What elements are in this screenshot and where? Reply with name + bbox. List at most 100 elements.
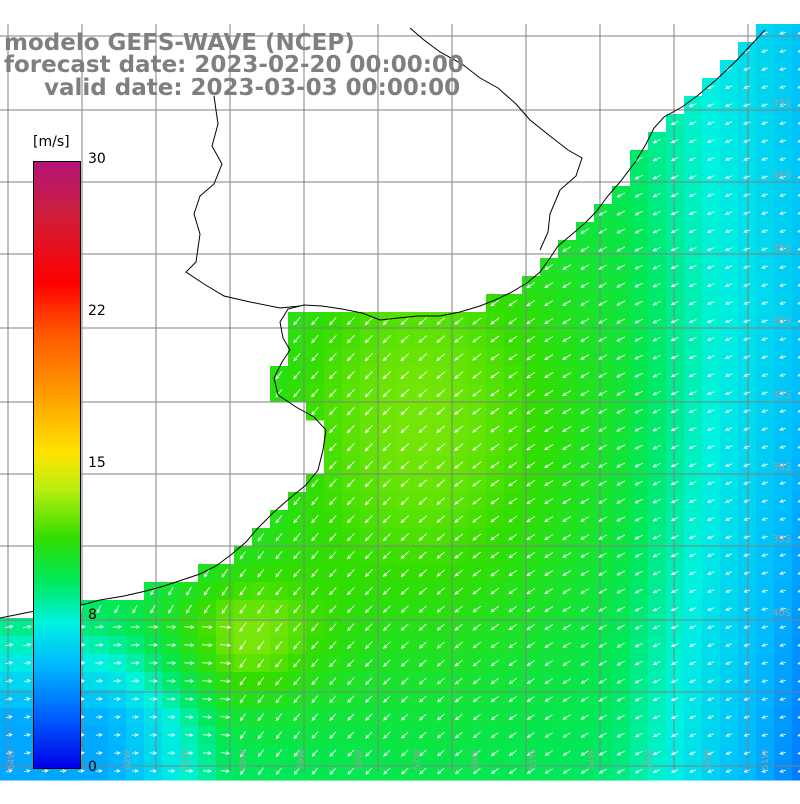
wind-arrow	[400, 659, 409, 667]
wind-arrow	[634, 552, 643, 558]
wind-arrow	[670, 193, 679, 198]
wind-speed-cell	[792, 726, 800, 745]
wind-arrow	[239, 694, 247, 704]
wind-arrow	[293, 497, 301, 506]
wind-arrow	[275, 713, 283, 722]
wind-arrow	[346, 353, 355, 362]
wind-speed-cell	[792, 168, 800, 187]
wind-arrow	[329, 317, 337, 326]
wind-arrow	[616, 426, 626, 432]
wind-arrow	[616, 318, 626, 324]
wind-arrow	[725, 571, 733, 575]
wind-arrow	[418, 605, 427, 613]
wind-arrow	[418, 659, 427, 667]
wind-arrow	[293, 622, 301, 632]
wind-arrow	[598, 480, 608, 486]
wind-arrow	[761, 535, 769, 539]
wind-arrow	[113, 715, 121, 719]
wind-arrow	[562, 552, 572, 558]
wind-arrow	[5, 733, 13, 737]
wind-arrow	[311, 406, 319, 416]
wind-arrow	[652, 661, 661, 666]
wind-arrow	[706, 211, 715, 215]
wind-arrow	[706, 121, 715, 125]
wind-arrow	[185, 733, 194, 737]
wind-arrow	[418, 641, 427, 649]
wind-arrow	[725, 535, 733, 539]
wind-arrow	[329, 767, 337, 775]
wind-arrow	[23, 751, 31, 755]
wind-arrow	[742, 139, 751, 143]
wind-arrow	[725, 661, 733, 665]
wind-arrow	[689, 751, 697, 755]
wind-arrow	[670, 391, 679, 396]
wind-arrow	[616, 300, 626, 306]
wind-arrow	[725, 751, 733, 755]
wind-arrow	[742, 85, 751, 89]
wind-arrow	[725, 697, 733, 701]
wind-arrow	[490, 443, 500, 451]
wind-arrow	[5, 661, 14, 665]
wind-arrow	[761, 751, 769, 755]
wind-speed-cell	[792, 366, 800, 385]
wind-arrow	[328, 353, 337, 362]
wind-arrow	[490, 533, 500, 541]
wind-arrow	[688, 211, 697, 215]
lat-label: 36S	[772, 316, 791, 327]
wind-arrow	[131, 769, 139, 773]
wind-arrow	[544, 678, 553, 684]
wind-arrow	[490, 569, 500, 577]
wind-arrow	[598, 750, 607, 756]
wind-arrow	[580, 732, 589, 738]
wind-arrow	[743, 643, 751, 647]
wind-arrow	[490, 371, 500, 379]
wind-arrow	[347, 677, 355, 686]
wind-arrow	[329, 749, 337, 757]
wind-arrow	[779, 265, 787, 269]
wind-arrow	[418, 353, 428, 361]
wind-arrow	[670, 463, 679, 468]
wind-arrow	[670, 625, 679, 629]
wind-arrow	[725, 643, 733, 647]
wind-arrow	[275, 604, 283, 614]
wind-arrow	[454, 533, 464, 541]
wind-arrow	[725, 625, 733, 629]
wind-arrow	[670, 499, 679, 504]
wind-arrow	[670, 481, 679, 486]
wind-arrow	[580, 300, 590, 306]
wind-arrow	[293, 713, 301, 722]
wind-speed-cell	[792, 24, 800, 43]
wind-arrow	[239, 676, 247, 686]
wind-arrow	[346, 515, 355, 524]
wind-arrow	[275, 731, 283, 740]
lon-label: 53W	[645, 750, 655, 770]
wind-arrow	[761, 697, 769, 701]
wind-speed-cell	[792, 132, 800, 151]
wind-arrow	[382, 371, 391, 380]
wind-arrow	[257, 713, 265, 722]
wind-arrows	[5, 31, 800, 776]
wind-arrow	[779, 157, 787, 161]
wind-arrow	[508, 714, 517, 721]
wind-arrow	[257, 568, 265, 578]
wind-arrow	[5, 679, 14, 683]
wind-arrow	[149, 733, 158, 737]
wind-arrow	[382, 389, 391, 398]
wind-arrow	[454, 623, 463, 631]
wind-arrow	[418, 497, 428, 505]
wind-arrow	[311, 551, 319, 560]
wind-arrow	[688, 553, 697, 557]
wind-arrow	[779, 661, 787, 665]
wind-arrow	[257, 622, 265, 632]
wind-arrow	[490, 317, 500, 325]
wind-arrow	[454, 569, 464, 577]
wind-arrow	[544, 426, 554, 433]
wind-arrow	[382, 407, 392, 416]
wind-arrow	[201, 625, 213, 629]
wind-arrow	[508, 371, 518, 379]
wind-arrow	[436, 569, 446, 577]
wind-arrow	[365, 713, 373, 721]
wind-arrow	[94, 625, 105, 629]
wind-arrow	[616, 210, 625, 216]
wind-arrow	[670, 661, 679, 665]
